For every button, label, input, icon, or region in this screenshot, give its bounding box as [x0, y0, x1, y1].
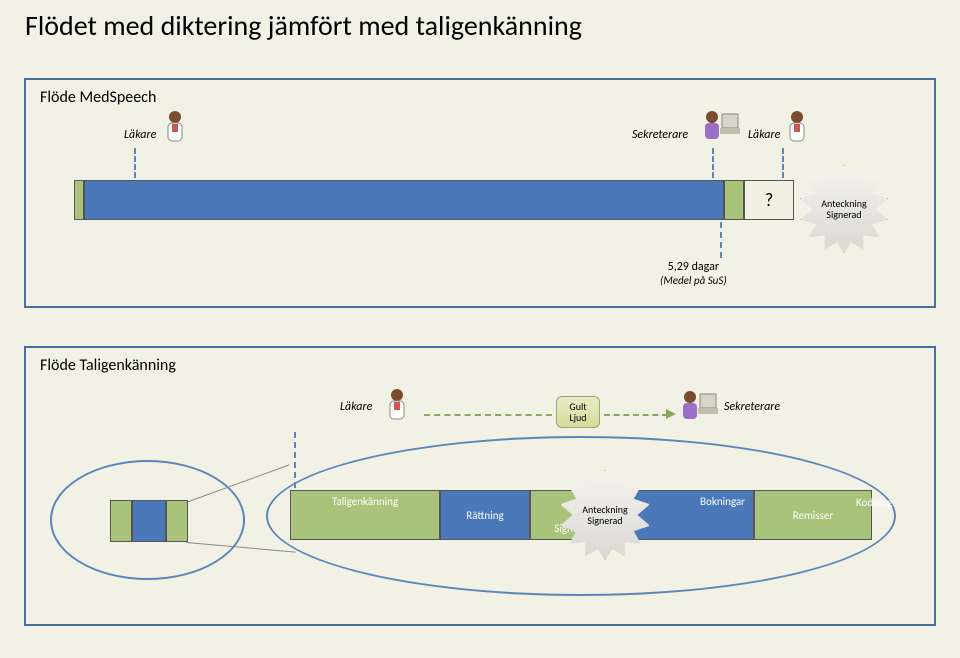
burst2-line2: Signerad [587, 514, 622, 527]
gult-l2: Ljud [569, 411, 586, 424]
bar-seg [110, 500, 132, 542]
secretary-icon [700, 108, 740, 146]
panel1-title: Flöde MedSpeech [40, 88, 156, 107]
dash-line [294, 432, 296, 488]
burst-line2: Signerad [826, 208, 861, 221]
doctor-icon [162, 110, 188, 146]
arrow-icon [666, 409, 676, 419]
bar-seg-question: ? [744, 180, 794, 220]
dash-h [424, 414, 552, 416]
caption-line2: (Medel på SuS) [660, 274, 727, 287]
bar-seg [132, 500, 166, 542]
panel2-title: Flöde Taligenkänning [40, 356, 176, 375]
caption-dagar: 5,29 dagar (Medel på SuS) [660, 260, 727, 287]
bar-seg [84, 180, 724, 220]
role-lakare-2: Läkare [748, 128, 780, 142]
dash-h [604, 414, 668, 416]
seg-remisser: Remisser [754, 490, 872, 540]
seg-label: Rättning [466, 509, 503, 522]
role-sekreterare-2: Sekreterare [724, 400, 780, 414]
role-lakare-1: Läkare [124, 128, 156, 142]
caption-line1: 5,29 dagar [660, 260, 727, 274]
page-title: Flödet med diktering jämfört med taligen… [25, 8, 582, 43]
seg-rattning: Rättning [440, 490, 530, 540]
seg-label: Remisser [793, 509, 833, 522]
doctor-icon-3 [384, 388, 410, 424]
bar-seg [74, 180, 84, 220]
bar-medspeech: ? [74, 180, 794, 220]
bar-seg [166, 500, 188, 542]
bar-small [110, 500, 188, 542]
kodning-label: Kodning [856, 496, 892, 509]
bar-seg [724, 180, 744, 220]
role-lakare-3: Läkare [340, 400, 372, 414]
dash-line [712, 148, 714, 178]
secretary-icon-2 [678, 388, 718, 426]
dash-line [782, 148, 784, 178]
seg-taligen: Taligenkänning [290, 490, 440, 540]
dash-line [134, 148, 136, 178]
dash-line [720, 222, 722, 258]
seg-bokningar: Bokningar [620, 490, 754, 540]
doctor-icon-2 [784, 110, 810, 146]
role-sekreterare-1: Sekreterare [632, 128, 688, 142]
seg-label: Taligenkänning [332, 495, 398, 508]
gult-ljud-callout: GultLjud [556, 396, 600, 428]
question-label: ? [765, 189, 773, 211]
seg-label: Bokningar [700, 495, 745, 508]
